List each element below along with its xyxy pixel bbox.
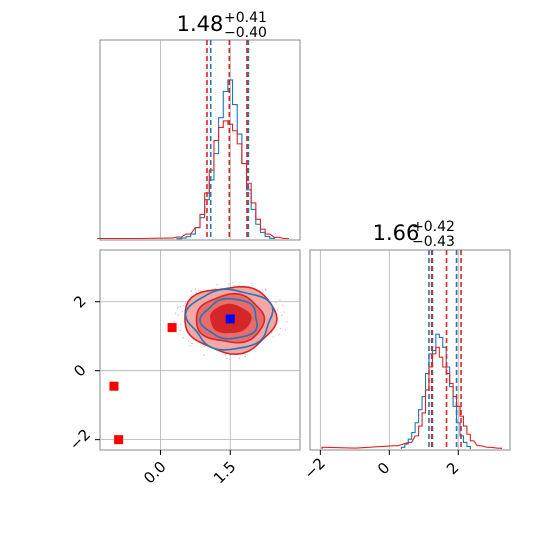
y-tick-label: 2 bbox=[70, 292, 89, 311]
scatter-dot bbox=[275, 329, 276, 330]
scatter-dot bbox=[179, 330, 180, 331]
scatter-dot bbox=[275, 302, 276, 303]
scatter-dot bbox=[188, 341, 189, 342]
scatter-dot bbox=[265, 288, 266, 289]
x-tick-label: 0.0 bbox=[140, 458, 170, 488]
extra-point bbox=[168, 323, 177, 332]
scatter-dot bbox=[265, 290, 266, 291]
scatter-dot bbox=[232, 282, 233, 283]
scatter-dot bbox=[203, 354, 204, 355]
extra-point bbox=[109, 382, 118, 391]
scatter-dot bbox=[204, 346, 205, 347]
scatter-dot bbox=[244, 356, 245, 357]
contour-panel-xy: 0.0 1.5 −2 0 2 bbox=[66, 250, 300, 487]
title-x-minus: −0.40 bbox=[224, 25, 267, 41]
scatter-dot bbox=[277, 309, 278, 310]
scatter-dot bbox=[279, 299, 280, 300]
scatter-dot bbox=[228, 283, 229, 284]
x-tick-label: 1.5 bbox=[210, 458, 240, 488]
scatter-dot bbox=[198, 290, 199, 291]
scatter-dot bbox=[285, 329, 286, 330]
title-x-plus: +0.41 bbox=[224, 10, 267, 26]
histogram-panel-x: 1.48 +0.41 −0.40 bbox=[98, 10, 300, 240]
scatter-dot bbox=[185, 302, 186, 303]
histogram-panel-y: −2 0 2 1.66 +0.42 −0.43 bbox=[301, 219, 510, 483]
scatter-dot bbox=[191, 291, 192, 292]
scatter-dot bbox=[189, 345, 190, 346]
scatter-dot bbox=[175, 313, 176, 314]
scatter-dot bbox=[251, 283, 252, 284]
scatter-dot bbox=[177, 307, 178, 308]
scatter-dot bbox=[180, 324, 181, 325]
y-tick-label: −2 bbox=[66, 425, 94, 453]
scatter-dot bbox=[245, 354, 246, 355]
x-tick-label: −2 bbox=[301, 454, 329, 482]
scatter-dot bbox=[217, 284, 218, 285]
scatter-dot bbox=[180, 306, 181, 307]
scatter-dot bbox=[182, 310, 183, 311]
scatter-dot bbox=[182, 337, 183, 338]
scatter-dot bbox=[282, 305, 283, 306]
scatter-dot bbox=[262, 289, 263, 290]
scatter-dot bbox=[191, 343, 192, 344]
scatter-dot bbox=[182, 305, 183, 306]
title-x-value: 1.48 bbox=[177, 12, 224, 36]
title-y-minus: −0.43 bbox=[412, 234, 455, 250]
scatter-dot bbox=[286, 321, 287, 322]
histogram-x-title: 1.48 bbox=[177, 12, 224, 36]
scatter-dot bbox=[280, 328, 281, 329]
y-tick-label: 0 bbox=[70, 361, 89, 380]
scatter-dot bbox=[234, 285, 235, 286]
scatter-dot bbox=[226, 358, 227, 359]
truth-point bbox=[226, 314, 235, 323]
scatter-dot bbox=[174, 321, 175, 322]
x-tick-label: 2 bbox=[443, 459, 462, 478]
x-tick-label: 0 bbox=[374, 459, 393, 478]
scatter-dot bbox=[177, 314, 178, 315]
scatter-dot bbox=[284, 311, 285, 312]
scatter-dot bbox=[225, 354, 226, 355]
scatter-dot bbox=[281, 315, 282, 316]
scatter-dot bbox=[195, 289, 196, 290]
scatter-dot bbox=[239, 357, 240, 358]
title-y-plus: +0.42 bbox=[412, 219, 455, 235]
extra-point bbox=[114, 435, 123, 444]
scatter-dot bbox=[278, 333, 279, 334]
scatter-dot bbox=[229, 359, 230, 360]
scatter-dot bbox=[273, 336, 274, 337]
